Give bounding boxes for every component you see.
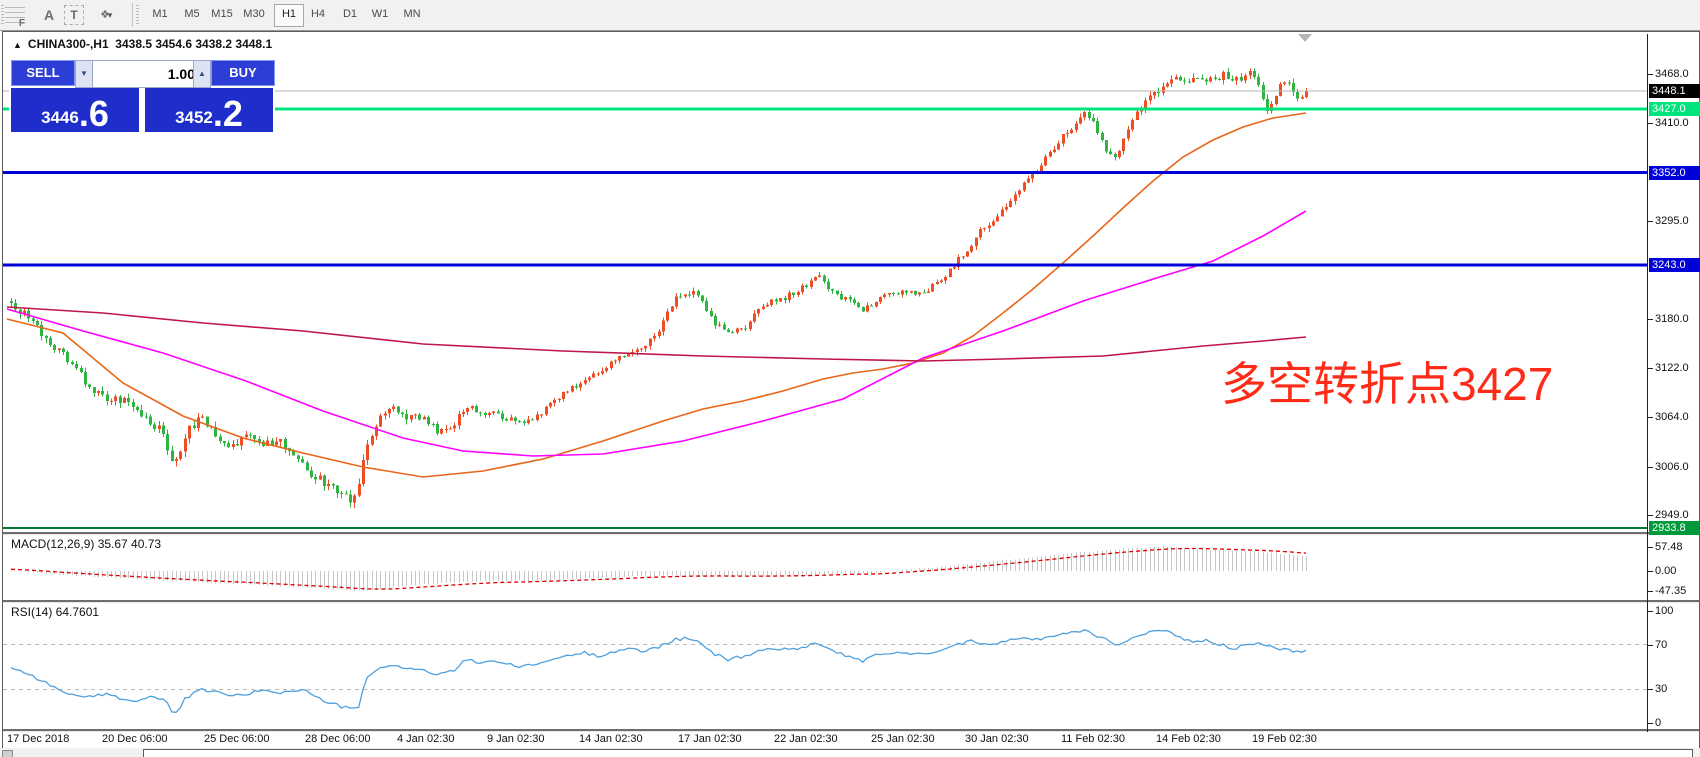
time-label-20-Dec-06-00: 20 Dec 06:00 xyxy=(102,733,168,745)
rsi-indicator-pane[interactable] xyxy=(3,602,1647,731)
one-click-trade-panel: SELL ▼ ▲ BUY 3446.6 3452.2 xyxy=(9,58,275,133)
rsi-label: RSI(14) 64.7601 xyxy=(11,605,100,619)
time-label-17-Dec-2018: 17 Dec 2018 xyxy=(7,733,70,745)
ohlc-quote: 3438.5 3454.6 3438.2 3448.1 xyxy=(115,37,273,51)
buy-price-pips: .2 xyxy=(212,93,243,134)
next-window-edge xyxy=(0,748,1700,757)
price-3064.0-label: 3064.0 xyxy=(1655,411,1689,424)
time-label-28-Dec-06-00: 28 Dec 06:00 xyxy=(305,733,371,745)
rsi-70-tick xyxy=(1648,644,1653,646)
quote-header[interactable]: ▲ CHINA300-,H1 3438.5 3454.6 3438.2 3448.… xyxy=(13,37,272,51)
sell-price-main: 3446 xyxy=(41,108,79,127)
text-label-tool-icon[interactable]: A xyxy=(43,7,55,23)
rsi-0-label: 0 xyxy=(1655,717,1662,729)
collapse-triangle-icon[interactable]: ▲ xyxy=(13,40,22,50)
price-3410.0-tick xyxy=(1648,123,1653,125)
toolbar: F A T ❖ ▾ M1 M5 M15 M30 H1 H4 D1 W1 MN xyxy=(0,0,1700,31)
sell-button[interactable]: SELL xyxy=(11,60,75,86)
rsi-100-label: 100 xyxy=(1655,605,1674,617)
macd--47.35-label: -47.35 xyxy=(1655,584,1687,597)
price-2949.0-label: 2949.0 xyxy=(1655,509,1689,522)
resistance-line-2-badge: 3243.0 xyxy=(1649,258,1700,273)
buy-price-main: 3452 xyxy=(175,108,213,127)
rsi-100-tick xyxy=(1648,611,1653,612)
volume-increase-button[interactable]: ▲ xyxy=(193,60,211,88)
timeframe-button-M5[interactable]: M5 xyxy=(184,8,200,20)
timeframe-button-M1[interactable]: M1 xyxy=(152,8,168,20)
annotation-text: 多空转折点3427 xyxy=(1221,358,1554,410)
next-window-frame xyxy=(143,749,1693,757)
time-label-25-Jan-02-30: 25 Jan 02:30 xyxy=(871,733,935,745)
arrows-dropdown-icon[interactable]: ▾ xyxy=(107,10,113,20)
time-label-19-Feb-02-30: 19 Feb 02:30 xyxy=(1252,733,1317,745)
support-line-badge: 2933.8 xyxy=(1649,521,1700,535)
price-3410.0-label: 3410.0 xyxy=(1655,117,1689,130)
time-label-22-Jan-02-30: 22 Jan 02:30 xyxy=(774,733,838,745)
macd-57.48-label: 57.48 xyxy=(1655,540,1683,553)
toolbar-separator xyxy=(132,3,133,27)
macd-57.48-tick xyxy=(1648,546,1653,548)
rsi-70-label: 70 xyxy=(1655,638,1668,651)
volume-input[interactable] xyxy=(92,60,202,88)
price-2949.0-tick xyxy=(1648,515,1653,517)
timeframe-button-M30[interactable]: M30 xyxy=(243,8,265,20)
buy-price-button[interactable]: 3452.2 xyxy=(145,88,273,132)
toolbar-grip[interactable] xyxy=(1,5,4,25)
timeframe-button-D1[interactable]: D1 xyxy=(342,8,358,20)
macd--47.35-tick xyxy=(1648,590,1653,592)
time-label-30-Jan-02-30: 30 Jan 02:30 xyxy=(965,733,1029,745)
chart-shift-marker-icon[interactable] xyxy=(1298,34,1312,42)
volume-decrease-button[interactable]: ▼ xyxy=(75,60,93,88)
price-3006.0-label: 3006.0 xyxy=(1655,460,1689,473)
fibonacci-tool-icon[interactable]: F xyxy=(5,7,25,29)
price-3180.0-tick xyxy=(1648,318,1653,320)
chart-window: ▲ CHINA300-,H1 3438.5 3454.6 3438.2 3448.… xyxy=(2,31,1700,749)
rsi-30-label: 30 xyxy=(1655,683,1668,696)
price-3006.0-tick xyxy=(1648,466,1653,468)
price-3295.0-tick xyxy=(1648,221,1653,223)
time-label-25-Dec-06-00: 25 Dec 06:00 xyxy=(204,733,270,745)
timeframe-button-W1[interactable]: W1 xyxy=(371,8,389,20)
time-label-14-Jan-02-30: 14 Jan 02:30 xyxy=(579,733,643,745)
time-label-17-Jan-02-30: 17 Jan 02:30 xyxy=(678,733,742,745)
price-3064.0-tick xyxy=(1648,417,1653,419)
price-3122.0-label: 3122.0 xyxy=(1655,362,1689,375)
timeframe-button-H1[interactable]: H1 xyxy=(274,4,304,27)
window-stub xyxy=(2,750,13,757)
buy-button[interactable]: BUY xyxy=(211,60,275,86)
sell-price-pips: .6 xyxy=(78,93,109,134)
rsi-30-tick xyxy=(1648,689,1653,691)
price-3468.0-tick xyxy=(1648,74,1653,75)
price-3122.0-tick xyxy=(1648,368,1653,370)
rsi-0-tick xyxy=(1648,723,1653,724)
symbol-timeframe: CHINA300-,H1 xyxy=(27,37,109,51)
pane-separator-rsi-timeaxis xyxy=(3,729,1699,732)
candlestick-chart[interactable] xyxy=(3,34,1647,532)
text-tool-icon[interactable]: T xyxy=(64,5,84,25)
timeframe-grip[interactable] xyxy=(136,5,139,25)
macd-0.00-label: 0.00 xyxy=(1655,565,1677,577)
price-3295.0-label: 3295.0 xyxy=(1655,215,1689,228)
pane-separator-macd-rsi[interactable] xyxy=(3,600,1699,603)
time-label-9-Jan-02-30: 9 Jan 02:30 xyxy=(487,733,545,745)
resistance-line-1-badge: 3352.0 xyxy=(1649,165,1700,180)
arrows-tool-icon[interactable]: ❖ xyxy=(100,9,110,21)
sell-price-button[interactable]: 3446.6 xyxy=(11,88,139,132)
price-3468.0-label: 3468.0 xyxy=(1655,68,1689,80)
timeframe-button-M15[interactable]: M15 xyxy=(211,8,233,20)
macd-indicator-pane[interactable] xyxy=(3,534,1647,600)
macd-label: MACD(12,26,9) 35.67 40.73 xyxy=(11,537,162,551)
price-axis-line xyxy=(1647,34,1648,732)
price-3180.0-label: 3180.0 xyxy=(1655,312,1689,325)
pane-separator-main-macd[interactable] xyxy=(3,532,1699,535)
timeframe-button-MN[interactable]: MN xyxy=(403,8,421,20)
time-label-14-Feb-02-30: 14 Feb 02:30 xyxy=(1156,733,1221,745)
current-bid-line-badge: 3448.1 xyxy=(1649,83,1700,98)
timeframe-button-H4[interactable]: H4 xyxy=(310,8,326,20)
turning-point-line-badge: 3427.0 xyxy=(1649,101,1700,116)
macd-0.00-tick xyxy=(1648,571,1653,572)
time-label-4-Jan-02-30: 4 Jan 02:30 xyxy=(397,733,455,745)
time-label-11-Feb-02-30: 11 Feb 02:30 xyxy=(1061,733,1126,745)
